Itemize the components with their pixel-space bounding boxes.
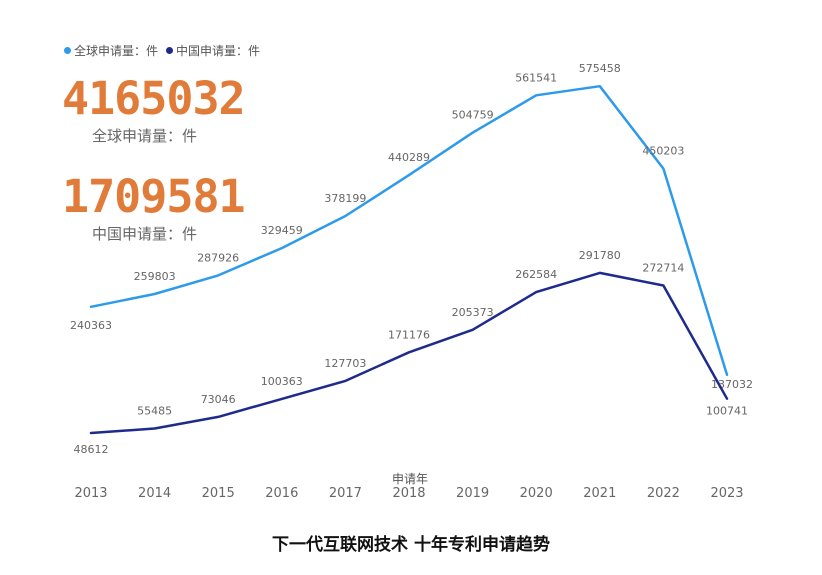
series-line-0 [89, 84, 729, 377]
legend-label-global: 全球申请量：件 [74, 44, 159, 58]
x-tick-label: 2022 [647, 486, 680, 501]
data-label: 100363 [261, 375, 303, 388]
data-label: 287926 [197, 251, 239, 264]
data-label: 561541 [515, 71, 557, 84]
data-label: 440289 [388, 151, 430, 164]
x-tick-label: 2021 [583, 486, 616, 501]
data-label: 504759 [452, 109, 494, 122]
kpi-china-label: 中国申请量：件 [92, 225, 198, 243]
x-tick-label: 2016 [265, 486, 298, 501]
legend-item-global[interactable]: 全球申请量：件 [64, 42, 158, 59]
x-tick-label: 2015 [202, 486, 235, 501]
data-label: 378199 [324, 192, 366, 205]
legend-dot-china [166, 47, 174, 54]
data-label: 48612 [74, 443, 109, 456]
series-line-1 [89, 271, 729, 435]
data-label: 100741 [706, 405, 748, 418]
data-label: 450203 [642, 145, 684, 158]
data-label: 171176 [388, 328, 430, 341]
x-tick-label: 2019 [456, 486, 489, 501]
legend-label-china: 中国申请量：件 [176, 44, 261, 58]
kpi-global-total: 4165032 [62, 72, 246, 125]
x-tick-label: 2023 [710, 486, 743, 501]
data-label: 55485 [137, 405, 172, 418]
data-label: 73046 [201, 393, 236, 406]
data-label: 291780 [579, 249, 621, 262]
x-axis-label: 申请年 [392, 472, 428, 486]
data-label: 205373 [452, 306, 494, 319]
data-label: 575458 [579, 62, 621, 75]
figure-caption: 下一代互联网技术 十年专利申请趋势 [272, 535, 550, 555]
legend-dot-global [64, 47, 71, 54]
data-label: 329459 [261, 224, 303, 237]
legend-item-china[interactable]: 中国申请量：件 [166, 42, 260, 59]
data-label: 240363 [70, 319, 112, 332]
x-tick-label: 2018 [392, 486, 425, 501]
kpi-china-total: 1709581 [62, 170, 246, 223]
x-tick-label: 2013 [74, 486, 107, 501]
data-label: 127703 [324, 357, 366, 370]
data-label: 259803 [134, 270, 176, 283]
x-tick-label: 2017 [329, 486, 362, 501]
chart-legend: 全球申请量：件 中国申请量：件 [64, 42, 260, 59]
x-tick-label: 2020 [520, 486, 553, 501]
data-label: 272714 [642, 262, 684, 275]
x-tick-label: 2014 [138, 486, 171, 501]
data-label: 262584 [515, 268, 557, 281]
kpi-global-label: 全球申请量：件 [92, 127, 198, 145]
